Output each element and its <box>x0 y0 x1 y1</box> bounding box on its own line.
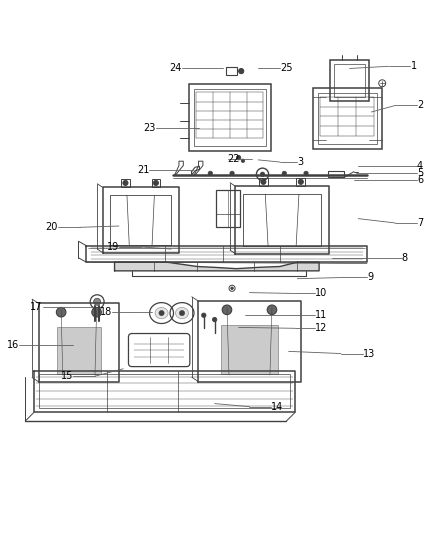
Bar <box>313 88 382 149</box>
Text: 16: 16 <box>7 340 19 350</box>
Bar <box>39 375 290 408</box>
Text: 19: 19 <box>106 242 119 252</box>
Text: 13: 13 <box>363 349 375 359</box>
Text: 4: 4 <box>417 161 423 172</box>
Bar <box>194 89 266 146</box>
Bar <box>259 179 268 186</box>
Text: 12: 12 <box>315 324 327 333</box>
Text: 7: 7 <box>417 218 423 228</box>
Circle shape <box>94 298 101 305</box>
Circle shape <box>241 159 245 163</box>
Text: 15: 15 <box>61 371 73 381</box>
Polygon shape <box>115 262 319 271</box>
Circle shape <box>231 287 233 289</box>
Text: 2: 2 <box>417 100 423 110</box>
Circle shape <box>222 305 232 314</box>
Text: 17: 17 <box>30 302 43 312</box>
Circle shape <box>230 171 234 175</box>
Circle shape <box>260 172 265 176</box>
Bar <box>216 190 240 228</box>
Circle shape <box>159 310 164 316</box>
Bar <box>57 327 101 374</box>
Text: 14: 14 <box>271 402 283 411</box>
Circle shape <box>261 179 266 184</box>
Text: 10: 10 <box>315 288 327 298</box>
Ellipse shape <box>176 308 188 319</box>
Text: 8: 8 <box>402 253 408 263</box>
Circle shape <box>153 180 159 185</box>
Bar <box>318 93 377 144</box>
Circle shape <box>237 156 241 160</box>
Bar <box>328 171 344 177</box>
Circle shape <box>201 313 206 318</box>
Circle shape <box>92 308 101 317</box>
Text: 3: 3 <box>297 157 304 167</box>
Circle shape <box>57 308 66 317</box>
Text: 5: 5 <box>417 168 423 178</box>
Bar <box>152 180 160 187</box>
Text: 24: 24 <box>170 62 182 72</box>
Text: 6: 6 <box>417 175 423 185</box>
Bar <box>334 64 365 97</box>
Circle shape <box>180 310 185 316</box>
Ellipse shape <box>155 308 168 319</box>
Bar <box>330 60 369 101</box>
Circle shape <box>123 180 128 185</box>
Circle shape <box>304 171 308 175</box>
Circle shape <box>239 68 244 74</box>
Bar <box>221 326 278 374</box>
Circle shape <box>267 305 277 314</box>
Circle shape <box>298 179 304 184</box>
Text: 18: 18 <box>100 307 113 317</box>
Text: 11: 11 <box>315 310 327 320</box>
Circle shape <box>208 171 212 175</box>
Text: 22: 22 <box>228 154 240 164</box>
Text: 1: 1 <box>410 61 417 71</box>
Bar <box>297 179 305 186</box>
Text: 9: 9 <box>367 272 373 282</box>
Circle shape <box>282 171 286 175</box>
Text: 23: 23 <box>144 123 156 133</box>
Text: 21: 21 <box>137 165 149 175</box>
Circle shape <box>212 318 217 322</box>
Bar <box>226 67 237 75</box>
Text: 20: 20 <box>46 222 58 232</box>
Bar <box>121 180 130 187</box>
Bar <box>188 84 271 151</box>
Text: 25: 25 <box>280 62 293 72</box>
